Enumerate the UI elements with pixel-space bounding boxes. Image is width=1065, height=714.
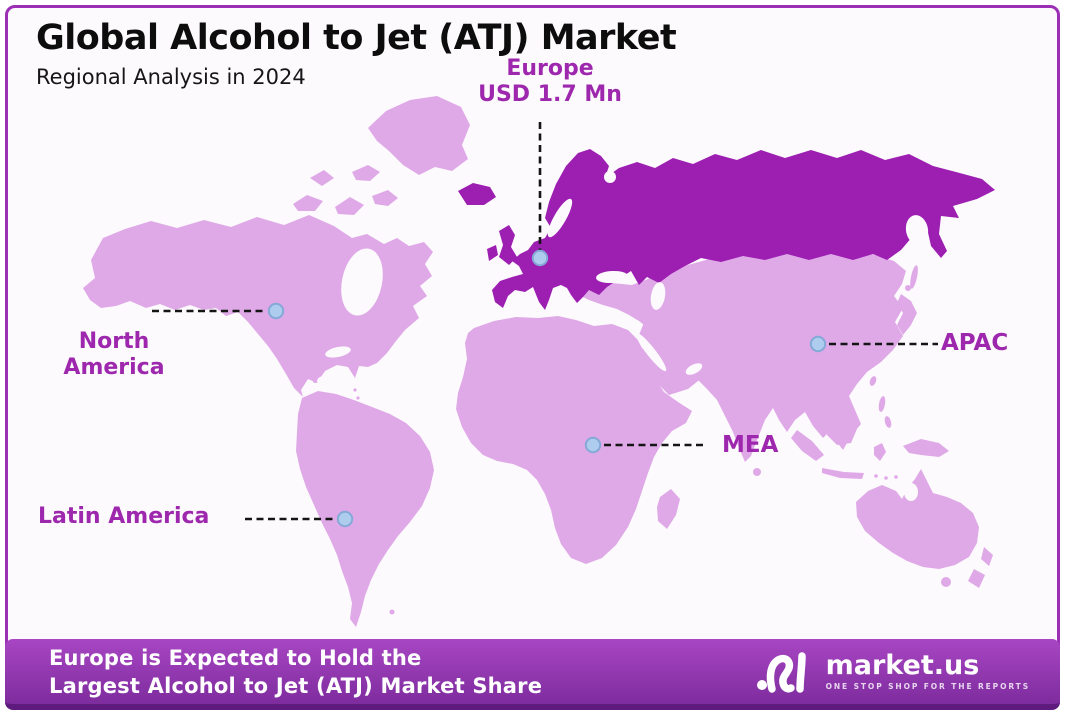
marker-apac xyxy=(809,335,827,353)
marker-latin-america xyxy=(336,510,354,528)
footer-headline: Europe is Expected to Hold the Largest A… xyxy=(49,644,542,700)
region-label-mea: MEA xyxy=(722,432,779,458)
brand-tagline: ONE STOP SHOP FOR THE REPORTS xyxy=(825,682,1030,691)
title-block: Global Alcohol to Jet (ATJ) Market Regio… xyxy=(36,18,677,89)
continent-south-america xyxy=(296,391,434,627)
connector-lines xyxy=(152,122,938,521)
water-overlays xyxy=(317,171,929,501)
region-name-europe: Europe xyxy=(506,56,594,81)
brand-name: market.us xyxy=(825,650,980,681)
marker-mea xyxy=(584,436,602,454)
marketus-logo-icon xyxy=(756,651,806,693)
region-value-europe: USD 1.7 Mn xyxy=(478,82,622,107)
page-title: Global Alcohol to Jet (ATJ) Market xyxy=(36,18,677,58)
region-label-europe: Europe USD 1.7 Mn xyxy=(462,56,638,108)
region-label-north-america: North America xyxy=(63,329,165,380)
brand-text: market.us ONE STOP SHOP FOR THE REPORTS xyxy=(826,652,1030,691)
continent-africa xyxy=(456,316,692,564)
marker-north-america xyxy=(267,302,285,320)
marker-europe xyxy=(531,249,549,267)
footer-banner: Europe is Expected to Hold the Largest A… xyxy=(5,639,1060,710)
location-markers xyxy=(267,249,827,528)
footer-headline-line2: Largest Alcohol to Jet (ATJ) Market Shar… xyxy=(49,673,543,698)
highlighted-region-europe-russia xyxy=(458,149,995,310)
page-subtitle: Regional Analysis in 2024 xyxy=(36,65,306,89)
region-label-apac: APAC xyxy=(941,330,1009,356)
continent-oceania xyxy=(856,469,993,588)
footer-headline-line1: Europe is Expected to Hold the xyxy=(49,645,422,670)
brand-block: market.us ONE STOP SHOP FOR THE REPORTS xyxy=(756,649,1030,695)
region-label-latin-america: Latin America xyxy=(38,504,210,529)
